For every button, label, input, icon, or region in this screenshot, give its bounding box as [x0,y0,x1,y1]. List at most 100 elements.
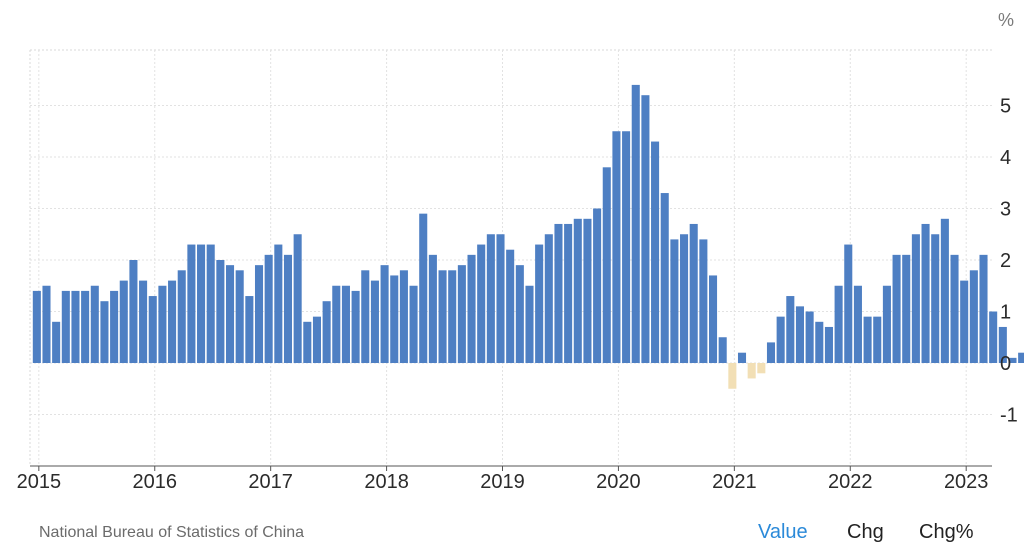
bar[interactable] [622,131,631,363]
bar[interactable] [438,270,447,363]
bar[interactable] [32,290,41,363]
toggle-chg[interactable]: Chg [847,521,884,543]
bar[interactable] [950,254,959,363]
bar[interactable] [911,234,920,363]
bar[interactable] [805,311,814,364]
bar[interactable] [969,270,978,363]
bar[interactable] [728,363,737,389]
bar[interactable] [496,234,505,363]
bar[interactable] [834,285,843,363]
bar[interactable] [544,234,553,363]
bar[interactable] [264,254,273,363]
bar[interactable] [670,239,679,363]
bar[interactable] [119,280,128,363]
bar[interactable] [283,254,293,363]
bar[interactable] [718,337,727,363]
bar[interactable] [42,285,51,363]
bar[interactable] [921,223,930,363]
bar[interactable] [554,223,563,363]
bar[interactable] [380,265,389,363]
bar[interactable] [90,285,99,363]
bar[interactable] [197,244,206,363]
bar[interactable] [312,316,321,363]
bar[interactable] [535,244,544,363]
bar[interactable] [177,270,186,363]
bar[interactable] [680,234,689,363]
bar[interactable] [602,167,611,363]
toggle-chg-percent[interactable]: Chg% [919,521,974,543]
toggle-value[interactable]: Value [758,521,808,543]
bar[interactable] [786,296,795,363]
bar[interactable] [844,244,853,363]
bar[interactable] [206,244,215,363]
bar[interactable] [776,316,785,363]
bar[interactable] [824,326,833,363]
bar[interactable] [254,265,264,363]
bar[interactable] [815,321,824,363]
bar[interactable] [457,265,466,363]
bar[interactable] [399,270,408,363]
bar[interactable] [998,326,1007,363]
bar[interactable] [370,280,379,363]
bar[interactable] [81,290,90,363]
bar[interactable] [61,290,70,363]
bar[interactable] [274,244,283,363]
bar[interactable] [660,193,669,363]
bar[interactable] [525,285,534,363]
bar[interactable] [882,285,891,363]
bar[interactable] [979,254,988,363]
bar[interactable] [303,321,312,363]
bar[interactable] [168,280,177,363]
bar[interactable] [139,280,148,363]
bar[interactable] [245,296,254,363]
bar[interactable] [409,285,418,363]
bar[interactable] [235,270,244,363]
bar[interactable] [573,218,582,363]
bar[interactable] [641,95,650,363]
bar[interactable] [506,249,515,363]
bar[interactable] [931,234,940,363]
bar[interactable] [100,301,109,363]
bar[interactable] [902,254,911,363]
bar[interactable] [129,260,138,363]
bar[interactable] [709,275,718,363]
bar[interactable] [158,285,167,363]
bar[interactable] [583,218,592,363]
bar[interactable] [428,254,437,363]
bar[interactable] [651,141,660,363]
bar[interactable] [110,290,119,363]
bar[interactable] [737,352,747,363]
bar[interactable] [766,342,776,363]
bar[interactable] [631,84,640,364]
bar[interactable] [515,265,524,363]
bar[interactable] [892,254,901,363]
bar[interactable] [322,301,331,363]
bar[interactable] [747,363,756,379]
bar[interactable] [989,311,998,364]
bar[interactable] [448,270,457,363]
bar[interactable] [52,321,61,363]
bar[interactable] [71,290,80,363]
bar[interactable] [1018,352,1024,363]
bar[interactable] [187,244,196,363]
bar[interactable] [390,275,399,363]
bar[interactable] [148,296,157,363]
bar[interactable] [216,260,225,363]
bar[interactable] [795,306,804,363]
bar[interactable] [226,265,235,363]
bar[interactable] [1008,357,1017,363]
bar[interactable] [593,208,602,364]
bar[interactable] [361,270,370,363]
bar[interactable] [689,223,698,363]
bar[interactable] [419,213,428,363]
bar[interactable] [477,244,486,363]
bar[interactable] [757,363,766,374]
bar[interactable] [699,239,708,363]
bar[interactable] [351,290,360,363]
bar[interactable] [960,280,969,363]
bar[interactable] [853,285,862,363]
bar[interactable] [293,234,302,363]
bar[interactable] [940,218,949,363]
bar[interactable] [863,316,872,363]
bar[interactable] [612,131,621,363]
